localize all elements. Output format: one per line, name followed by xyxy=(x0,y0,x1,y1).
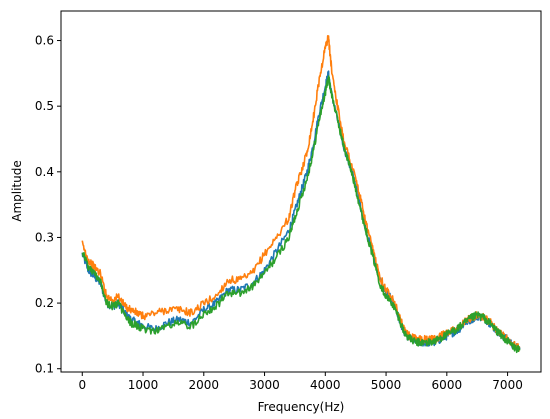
plot-frame xyxy=(60,10,542,373)
y-tick-label: 0.6 xyxy=(35,34,54,48)
x-tick-label: 6000 xyxy=(432,378,463,392)
x-tick-label: 2000 xyxy=(189,378,220,392)
plot-area xyxy=(60,10,542,373)
x-axis-label: Frequency(Hz) xyxy=(258,400,345,414)
y-tick-label: 0.2 xyxy=(35,296,54,310)
x-tick-label: 5000 xyxy=(371,378,402,392)
y-axis-label: Amplitude xyxy=(10,160,24,222)
x-tick-label: 4000 xyxy=(310,378,341,392)
y-tick-label: 0.4 xyxy=(35,165,54,179)
y-axis: 0.1 0.2 0.3 0.4 0.5 0.6 xyxy=(35,34,61,376)
series-layer xyxy=(81,35,521,354)
y-tick-label: 0.5 xyxy=(35,99,54,113)
series-line-3 xyxy=(81,75,521,354)
x-tick-label: 7000 xyxy=(492,378,523,392)
x-tick-label: 1000 xyxy=(128,378,159,392)
x-axis: 0 1000 2000 3000 4000 5000 6000 7000 xyxy=(78,372,523,392)
x-tick-label: 0 xyxy=(78,378,86,392)
x-tick-label: 3000 xyxy=(249,378,280,392)
y-tick-label: 0.3 xyxy=(35,230,54,244)
y-tick-label: 0.1 xyxy=(35,362,54,376)
